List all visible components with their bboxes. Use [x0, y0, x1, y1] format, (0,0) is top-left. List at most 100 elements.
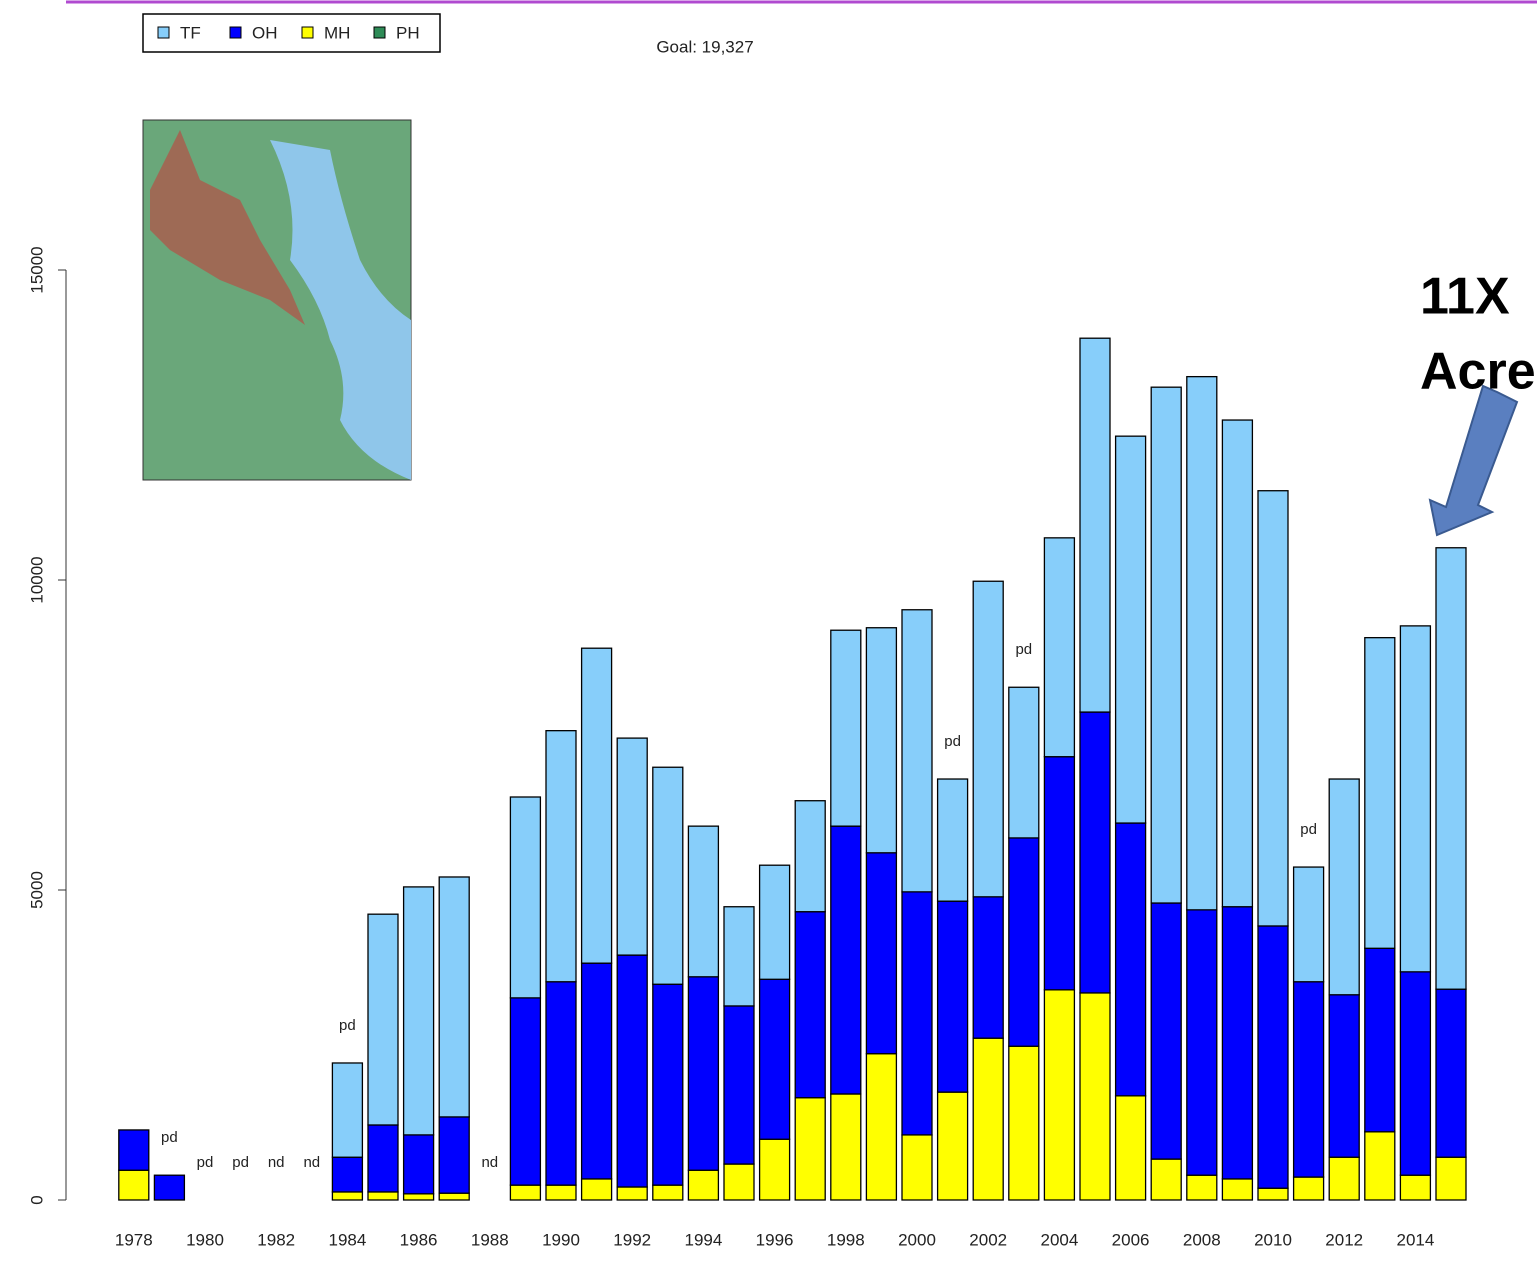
legend-label: OH: [252, 23, 278, 42]
x-tick-label: 1998: [827, 1230, 865, 1249]
bar-segment: [1080, 712, 1110, 993]
x-tick-label: 2012: [1325, 1230, 1363, 1249]
bar-note: pd: [339, 1017, 356, 1034]
bar-segment: [1151, 903, 1181, 1159]
bar-segment: [938, 1092, 968, 1200]
bar-segment: [724, 1006, 754, 1164]
goal-label: Goal: 19,327: [656, 37, 753, 56]
bar-segment: [546, 1185, 576, 1200]
bar-segment: [1258, 491, 1288, 926]
bar-segment: [653, 1185, 683, 1200]
bar-segment: [368, 1192, 398, 1200]
bar-segment: [582, 963, 612, 1179]
bar-segment: [1009, 838, 1039, 1046]
y-tick-label: 5000: [27, 871, 46, 909]
bar-segment: [510, 1185, 540, 1200]
bar-segment: [938, 779, 968, 901]
bar-note: pd: [1015, 641, 1032, 658]
x-tick-label: 1982: [257, 1230, 295, 1249]
bar-segment: [1151, 1159, 1181, 1200]
bar-segment: [332, 1063, 362, 1157]
legend-label: MH: [324, 23, 350, 42]
bar-segment: [119, 1130, 149, 1170]
bar-segment: [404, 887, 434, 1135]
bar-segment: [1365, 948, 1395, 1132]
bar-segment: [368, 914, 398, 1125]
bar-segment: [1222, 420, 1252, 907]
callout-text: 11X: [1420, 268, 1510, 326]
bar-segment: [760, 979, 790, 1139]
bar-segment: [546, 982, 576, 1185]
bar-segment: [902, 892, 932, 1135]
bar-segment: [688, 1170, 718, 1200]
bar-segment: [404, 1194, 434, 1200]
bar-segment: [1436, 989, 1466, 1157]
bar-segment: [404, 1135, 434, 1194]
bar-segment: [332, 1157, 362, 1192]
bar-segment: [1400, 1175, 1430, 1200]
x-tick-label: 1980: [186, 1230, 224, 1249]
bar-segment: [866, 853, 896, 1054]
bar-segment: [1009, 1046, 1039, 1200]
bar-segment: [1436, 548, 1466, 989]
bar-segment: [1044, 538, 1074, 757]
bar-segment: [439, 1117, 469, 1193]
x-tick-label: 1994: [684, 1230, 722, 1249]
x-tick-label: 2002: [969, 1230, 1007, 1249]
bar-segment: [653, 767, 683, 984]
x-tick-label: 2008: [1183, 1230, 1221, 1249]
bar-segment: [1044, 990, 1074, 1200]
bar-segment: [795, 1098, 825, 1200]
bar-segment: [938, 901, 968, 1092]
bar-note: nd: [303, 1154, 320, 1171]
bar-segment: [760, 865, 790, 979]
bar-segment: [760, 1139, 790, 1200]
bar-segment: [510, 998, 540, 1185]
bar-segment: [1258, 1188, 1288, 1200]
y-tick-label: 0: [27, 1195, 46, 1204]
bar-segment: [1329, 779, 1359, 995]
bar-segment: [617, 955, 647, 1187]
x-tick-label: 1978: [115, 1230, 153, 1249]
bar-segment: [688, 826, 718, 977]
bar-segment: [1080, 338, 1110, 712]
bar-segment: [1329, 1157, 1359, 1200]
bar-segment: [1080, 993, 1110, 1200]
x-tick-label: 1996: [756, 1230, 794, 1249]
legend-swatch: [230, 27, 241, 38]
bar-segment: [902, 610, 932, 892]
inset-map: [143, 120, 411, 480]
bar-segment: [1365, 638, 1395, 949]
bar-segment: [795, 912, 825, 1098]
x-tick-label: 2010: [1254, 1230, 1292, 1249]
bar-note: pd: [944, 733, 961, 750]
bar-note: pd: [197, 1154, 214, 1171]
bar-segment: [439, 877, 469, 1117]
bar-segment: [866, 628, 896, 853]
bar-segment: [831, 630, 861, 826]
bar-segment: [1294, 982, 1324, 1177]
legend-label: PH: [396, 23, 420, 42]
y-tick-label: 15000: [27, 246, 46, 293]
bar-segment: [795, 801, 825, 912]
bar-segment: [1222, 1179, 1252, 1200]
x-tick-label: 1992: [613, 1230, 651, 1249]
bar-segment: [724, 907, 754, 1006]
bar-segment: [1187, 910, 1217, 1175]
bar-segment: [831, 826, 861, 1094]
x-tick-label: 1988: [471, 1230, 509, 1249]
y-tick-label: 10000: [27, 556, 46, 603]
callout-text: Acre: [1420, 343, 1536, 401]
legend-swatch: [302, 27, 313, 38]
bar-segment: [724, 1164, 754, 1200]
x-tick-label: 2004: [1040, 1230, 1078, 1249]
bar-segment: [1329, 995, 1359, 1157]
bar-segment: [1151, 387, 1181, 903]
bar-segment: [1294, 867, 1324, 982]
x-tick-label: 1986: [400, 1230, 438, 1249]
bar-segment: [1187, 1175, 1217, 1200]
bar-segment: [1222, 907, 1252, 1179]
bar-segment: [1436, 1157, 1466, 1200]
x-tick-label: 2000: [898, 1230, 936, 1249]
bar-segment: [119, 1170, 149, 1200]
